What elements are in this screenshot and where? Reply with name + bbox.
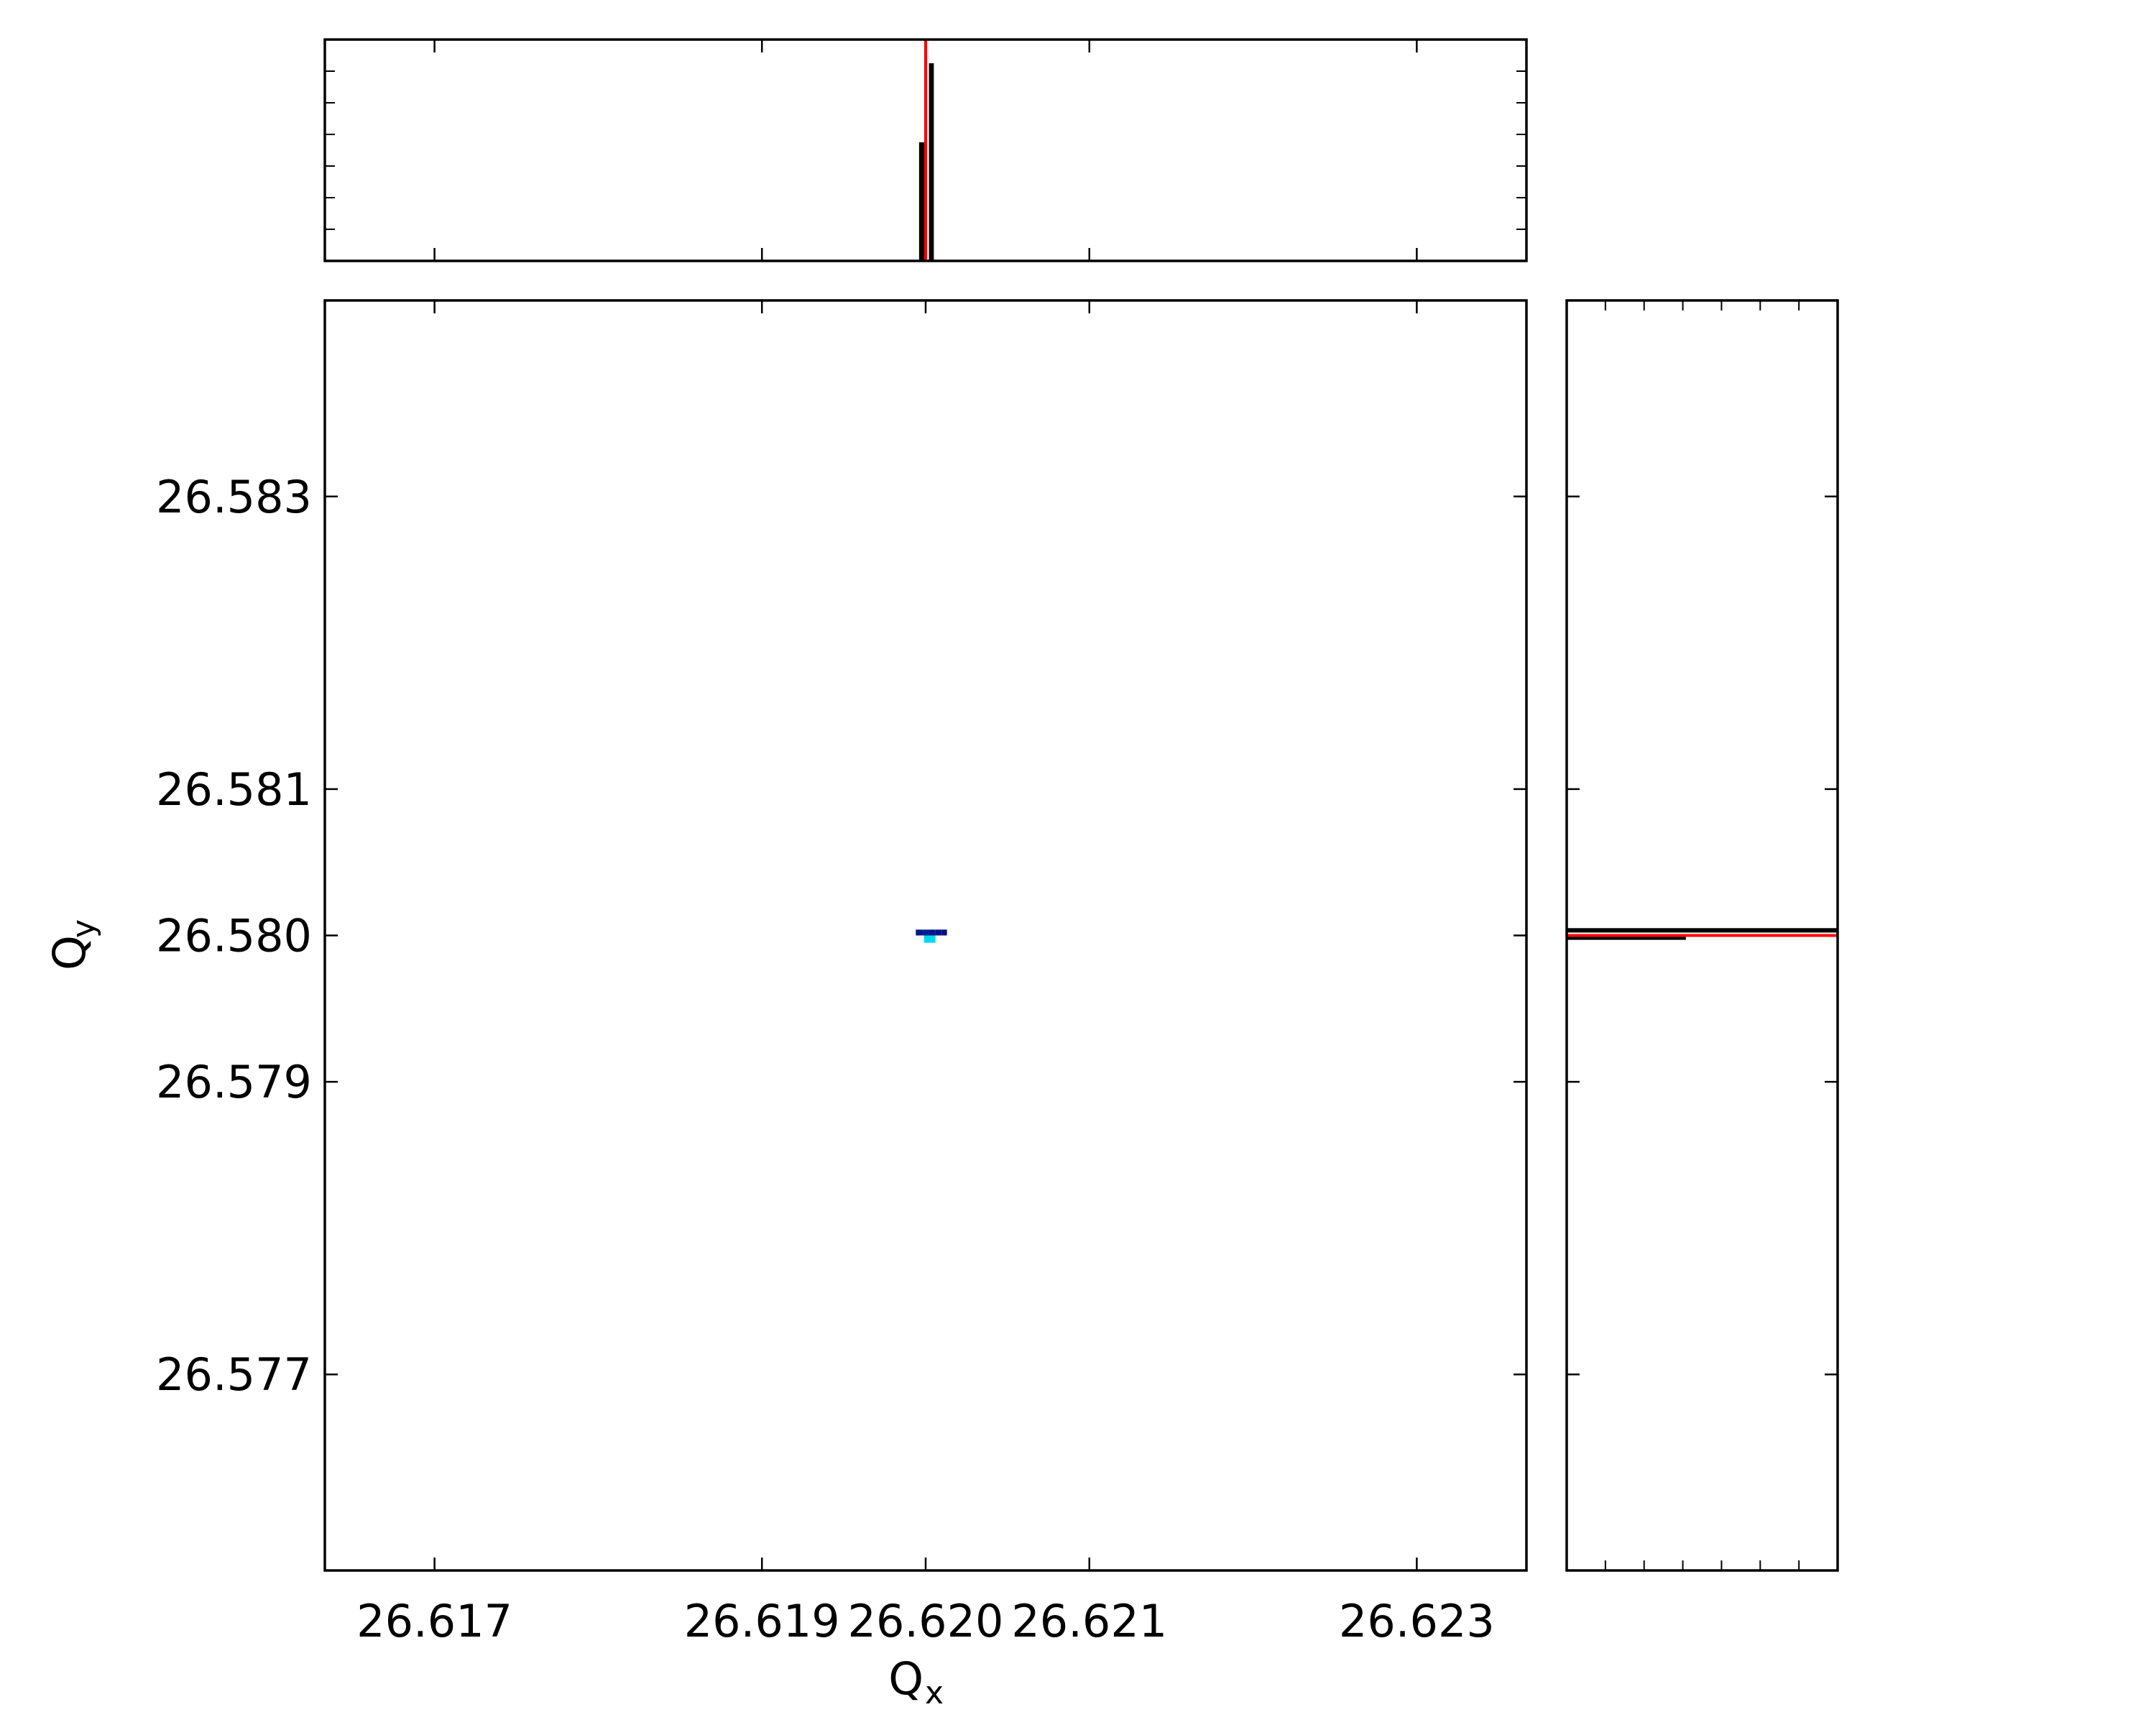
y-tick-label: 26.577 <box>156 1348 312 1401</box>
right-histogram-bar <box>1567 928 1838 933</box>
y-tick-labels: 26.583 26.581 26.580 26.579 26.577 <box>156 471 312 1401</box>
top-histogram-frame <box>323 38 1528 262</box>
x-axis-label: Q <box>888 1652 923 1705</box>
x-tick-label: 26.623 <box>1339 1595 1495 1647</box>
heatmap-cell <box>916 929 923 936</box>
x-tick-label: 26.620 <box>848 1595 1004 1647</box>
main-map-frame <box>323 299 1528 1572</box>
y-tick-label: 26.579 <box>156 1056 312 1108</box>
heatmap-cell <box>929 929 936 936</box>
main-map-ticks <box>325 300 1526 1570</box>
y-axis-label: Q <box>43 935 96 970</box>
top-histogram-bar <box>929 63 934 261</box>
x-axis-label-main: Q <box>888 1652 923 1705</box>
right-histogram-panel <box>1565 299 1839 1572</box>
top-histogram-panel <box>323 38 1528 262</box>
x-tick-label: 26.617 <box>356 1595 512 1647</box>
y-axis-label-main: Q <box>43 935 96 970</box>
y-tick-label: 26.581 <box>156 763 312 816</box>
x-tick-label: 26.619 <box>684 1595 840 1647</box>
right-histogram-ticks <box>1567 300 1838 1570</box>
heatmap-cell <box>923 935 936 943</box>
x-tick-labels: 26.617 26.619 26.620 26.621 26.623 <box>356 1595 1495 1647</box>
x-tick-label: 26.621 <box>1011 1595 1167 1647</box>
heatmap-cell <box>922 929 929 936</box>
right-histogram-bar <box>1567 937 1686 940</box>
right-histogram-bars <box>1567 928 1838 940</box>
y-tick-label: 26.580 <box>156 910 312 962</box>
right-histogram-frame <box>1565 299 1839 1572</box>
top-histogram-bars <box>918 63 934 261</box>
main-map-panel: 26.617 26.619 26.620 26.621 26.623 26.58326.… <box>43 299 1528 1711</box>
heatmap-cell <box>935 929 942 936</box>
heatmap-cell <box>941 929 947 936</box>
main-map-cells <box>916 929 947 943</box>
x-axis-label-subscript: x <box>925 1675 944 1711</box>
y-tick-label: 26.583 <box>156 471 312 523</box>
top-histogram-bar <box>918 142 926 261</box>
y-axis-label-subscript: y <box>65 919 102 938</box>
